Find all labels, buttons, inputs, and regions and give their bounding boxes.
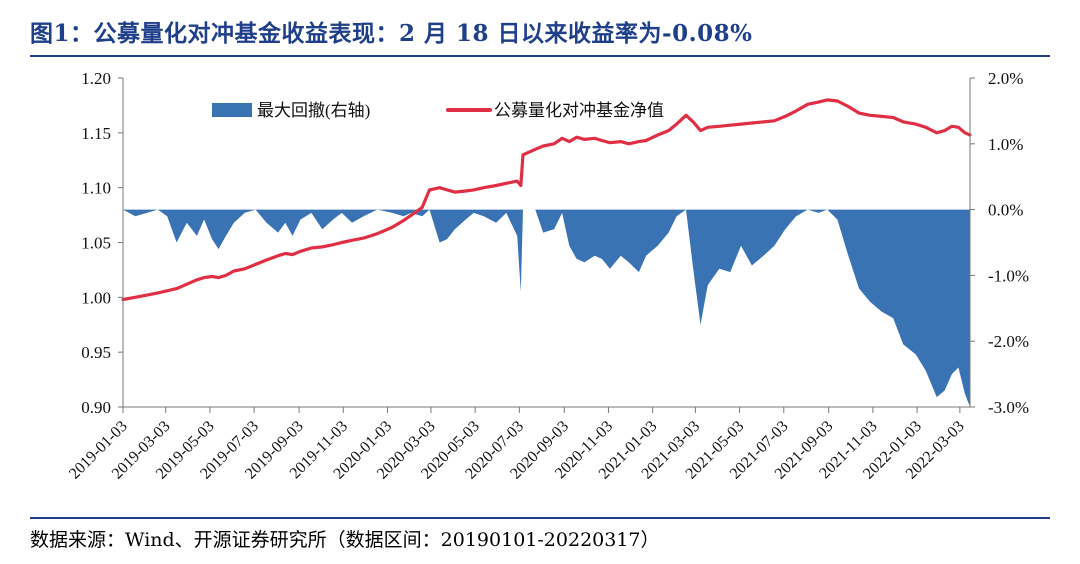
left-tick-label: 1.20 <box>81 69 111 88</box>
legend-label-nav: 公募量化对冲基金净值 <box>494 101 664 120</box>
left-tick-label: 0.90 <box>81 398 111 417</box>
source-rule <box>30 517 1050 519</box>
right-tick-label: 2.0% <box>988 69 1023 88</box>
data-source-note: 数据来源：Wind、开源证券研究所（数据区间：20190101-20220317… <box>30 529 660 551</box>
legend-swatch-drawdown <box>212 103 252 117</box>
figure-title: 图1：公募量化对冲基金收益表现：2 月 18 日以来收益率为-0.08% <box>30 20 753 47</box>
right-tick-label: 0.0% <box>988 201 1023 220</box>
left-tick-label: 0.95 <box>81 343 111 362</box>
legend: 最大回撤(右轴) 公募量化对冲基金净值 <box>212 101 664 120</box>
right-tick-label: -3.0% <box>988 398 1029 417</box>
chart-canvas: 0.90 0.95 1.00 1.05 1.10 1.15 1.20 -3.0% -2.0% -1… <box>66 69 1029 483</box>
drawdown-area-layer <box>123 209 970 407</box>
left-tick-label: 1.00 <box>81 288 111 307</box>
nav-line-layer <box>121 98 972 302</box>
right-tick-label: -2.0% <box>988 332 1029 351</box>
right-tick-label: -1.0% <box>988 266 1029 285</box>
title-rule <box>30 55 1050 57</box>
left-tick-label: 1.10 <box>81 179 111 198</box>
nav-line <box>121 98 972 302</box>
right-tick-label: 1.0% <box>988 135 1023 154</box>
left-tick-label: 1.05 <box>81 234 111 253</box>
drawdown-area <box>123 209 970 407</box>
legend-label-drawdown: 最大回撤(右轴) <box>257 101 370 120</box>
left-tick-label: 1.15 <box>81 124 111 143</box>
